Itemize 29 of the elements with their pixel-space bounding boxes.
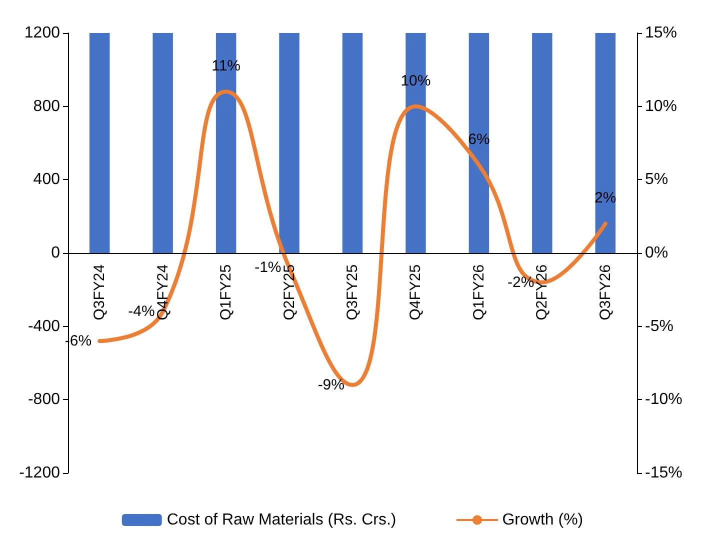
y2-tick-label: 10% bbox=[645, 98, 678, 115]
x-tick-label: Q1FY26 bbox=[470, 264, 488, 320]
y-tick-label: 800 bbox=[33, 98, 60, 115]
x-tick-label: Q1FY25 bbox=[218, 264, 235, 320]
y-tick-label: 1200 bbox=[24, 24, 60, 42]
data-label: -4% bbox=[128, 303, 155, 320]
y-tick-label: 0 bbox=[51, 244, 60, 262]
y-tick-label: -400 bbox=[28, 318, 60, 335]
x-tick-label: Q2FY26 bbox=[534, 264, 551, 320]
x-tick-label: Q3FY24 bbox=[91, 264, 108, 320]
y-tick-label: -800 bbox=[28, 391, 60, 408]
y2-tick-label: -5% bbox=[645, 318, 674, 335]
y2-tick-label: 0% bbox=[645, 244, 668, 262]
x-tick-label: Q3FY26 bbox=[596, 264, 614, 320]
x-tick-label: Q2FY25 bbox=[280, 264, 298, 320]
legend-label: Cost of Raw Materials (Rs. Crs.) bbox=[166, 512, 396, 528]
y-tick-label: -1200 bbox=[19, 464, 60, 482]
y2-tick-label: -10% bbox=[645, 391, 682, 408]
legend-label: Growth (%) bbox=[502, 512, 584, 528]
y-tick-label: 400 bbox=[33, 171, 60, 188]
data-label: -9% bbox=[318, 376, 344, 394]
data-label: -2% bbox=[507, 274, 534, 291]
x-tick-label: Q4FY25 bbox=[407, 264, 424, 320]
y2-tick-label: 5% bbox=[645, 171, 668, 188]
data-label: -1% bbox=[254, 259, 282, 276]
x-tick-label: Q4FY24 bbox=[154, 264, 172, 320]
x-tick-label: Q3FY25 bbox=[344, 264, 361, 320]
y2-tick-label: -15% bbox=[645, 464, 682, 482]
y2-tick-label: 15% bbox=[645, 24, 678, 42]
